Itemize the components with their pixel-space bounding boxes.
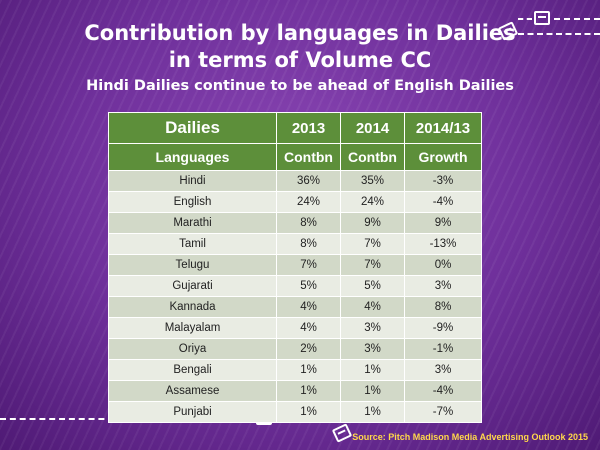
- table-cell: Marathi: [108, 212, 277, 234]
- table-cell: 36%: [276, 170, 341, 192]
- header-cell: 2013: [276, 112, 341, 144]
- table-cell: English: [108, 191, 277, 213]
- table-cell: Hindi: [108, 170, 277, 192]
- table-cell: -13%: [404, 233, 482, 255]
- language-contribution-table: Dailies 2013 2014 2014/13 Languages Cont…: [108, 112, 482, 423]
- slide-title-line-2: in terms of Volume CC: [168, 48, 432, 72]
- table-cell: 1%: [276, 380, 341, 402]
- header-cell: 2014: [340, 112, 405, 144]
- table-cell: Bengali: [108, 359, 277, 381]
- table-row: English 24% 24% -4%: [108, 191, 482, 213]
- table-cell: 4%: [276, 296, 341, 318]
- table-header-row: Dailies 2013 2014 2014/13: [108, 112, 482, 144]
- table-row: Kannada 4% 4% 8%: [108, 296, 482, 318]
- table-cell: 5%: [340, 275, 405, 297]
- table-cell: 3%: [404, 359, 482, 381]
- table-row: Oriya 2% 3% -1%: [108, 338, 482, 360]
- table-cell: -3%: [404, 170, 482, 192]
- table-cell: 7%: [276, 254, 341, 276]
- subheader-cell: Contbn: [340, 143, 405, 171]
- subheader-cell: Languages: [108, 143, 277, 171]
- table-row: Hindi 36% 35% -3%: [108, 170, 482, 192]
- slide-subtitle: Hindi Dailies continue to be ahead of En…: [86, 78, 514, 94]
- table-cell: 35%: [340, 170, 405, 192]
- table-cell: -4%: [404, 380, 482, 402]
- table-cell: 24%: [276, 191, 341, 213]
- table-cell: 1%: [340, 359, 405, 381]
- header-cell: Dailies: [108, 112, 277, 144]
- source-note: Source: Pitch Madison Media Advertising …: [352, 432, 588, 442]
- table-cell: -1%: [404, 338, 482, 360]
- table-cell: 24%: [340, 191, 405, 213]
- decorative-dashed-line: [518, 18, 532, 20]
- table-cell: 9%: [404, 212, 482, 234]
- table-cell: 3%: [404, 275, 482, 297]
- table-cell: 1%: [276, 401, 341, 423]
- table-row: Tamil 8% 7% -13%: [108, 233, 482, 255]
- table-cell: Telugu: [108, 254, 277, 276]
- table-row: Assamese 1% 1% -4%: [108, 380, 482, 402]
- table-cell: Gujarati: [108, 275, 277, 297]
- table-cell: 0%: [404, 254, 482, 276]
- table-cell: Oriya: [108, 338, 277, 360]
- table-row: Telugu 7% 7% 0%: [108, 254, 482, 276]
- table-cell: 7%: [340, 254, 405, 276]
- table-cell: 1%: [276, 359, 341, 381]
- table-cell: 8%: [404, 296, 482, 318]
- slide-title-line-1: Contribution by languages in Dailies: [84, 21, 516, 45]
- table-cell: 8%: [276, 212, 341, 234]
- table-cell: 5%: [276, 275, 341, 297]
- table-cell: 4%: [276, 317, 341, 339]
- table-cell: 7%: [340, 233, 405, 255]
- table-cell: Tamil: [108, 233, 277, 255]
- table-cell: 2%: [276, 338, 341, 360]
- table-cell: Kannada: [108, 296, 277, 318]
- table-cell: -4%: [404, 191, 482, 213]
- table-subheader-row: Languages Contbn Contbn Growth: [108, 143, 482, 171]
- decorative-dashed-line: [554, 18, 600, 20]
- table-cell: -9%: [404, 317, 482, 339]
- table-row: Marathi 8% 9% 9%: [108, 212, 482, 234]
- table-cell: 3%: [340, 317, 405, 339]
- newspaper-icon: [534, 11, 550, 25]
- subheader-cell: Contbn: [276, 143, 341, 171]
- subheader-cell: Growth: [404, 143, 482, 171]
- table-cell: 1%: [340, 401, 405, 423]
- table-cell: 9%: [340, 212, 405, 234]
- table-cell: 8%: [276, 233, 341, 255]
- table-cell: 3%: [340, 338, 405, 360]
- table-row: Gujarati 5% 5% 3%: [108, 275, 482, 297]
- table-cell: Assamese: [108, 380, 277, 402]
- decorative-dashed-line: [518, 33, 600, 35]
- table-cell: -7%: [404, 401, 482, 423]
- table-cell: Malayalam: [108, 317, 277, 339]
- table-cell: 4%: [340, 296, 405, 318]
- table-cell: 1%: [340, 380, 405, 402]
- table-row: Malayalam 4% 3% -9%: [108, 317, 482, 339]
- newspaper-icon: [331, 423, 353, 443]
- table-row: Punjabi 1% 1% -7%: [108, 401, 482, 423]
- header-cell: 2014/13: [404, 112, 482, 144]
- table-row: Bengali 1% 1% 3%: [108, 359, 482, 381]
- table-cell: Punjabi: [108, 401, 277, 423]
